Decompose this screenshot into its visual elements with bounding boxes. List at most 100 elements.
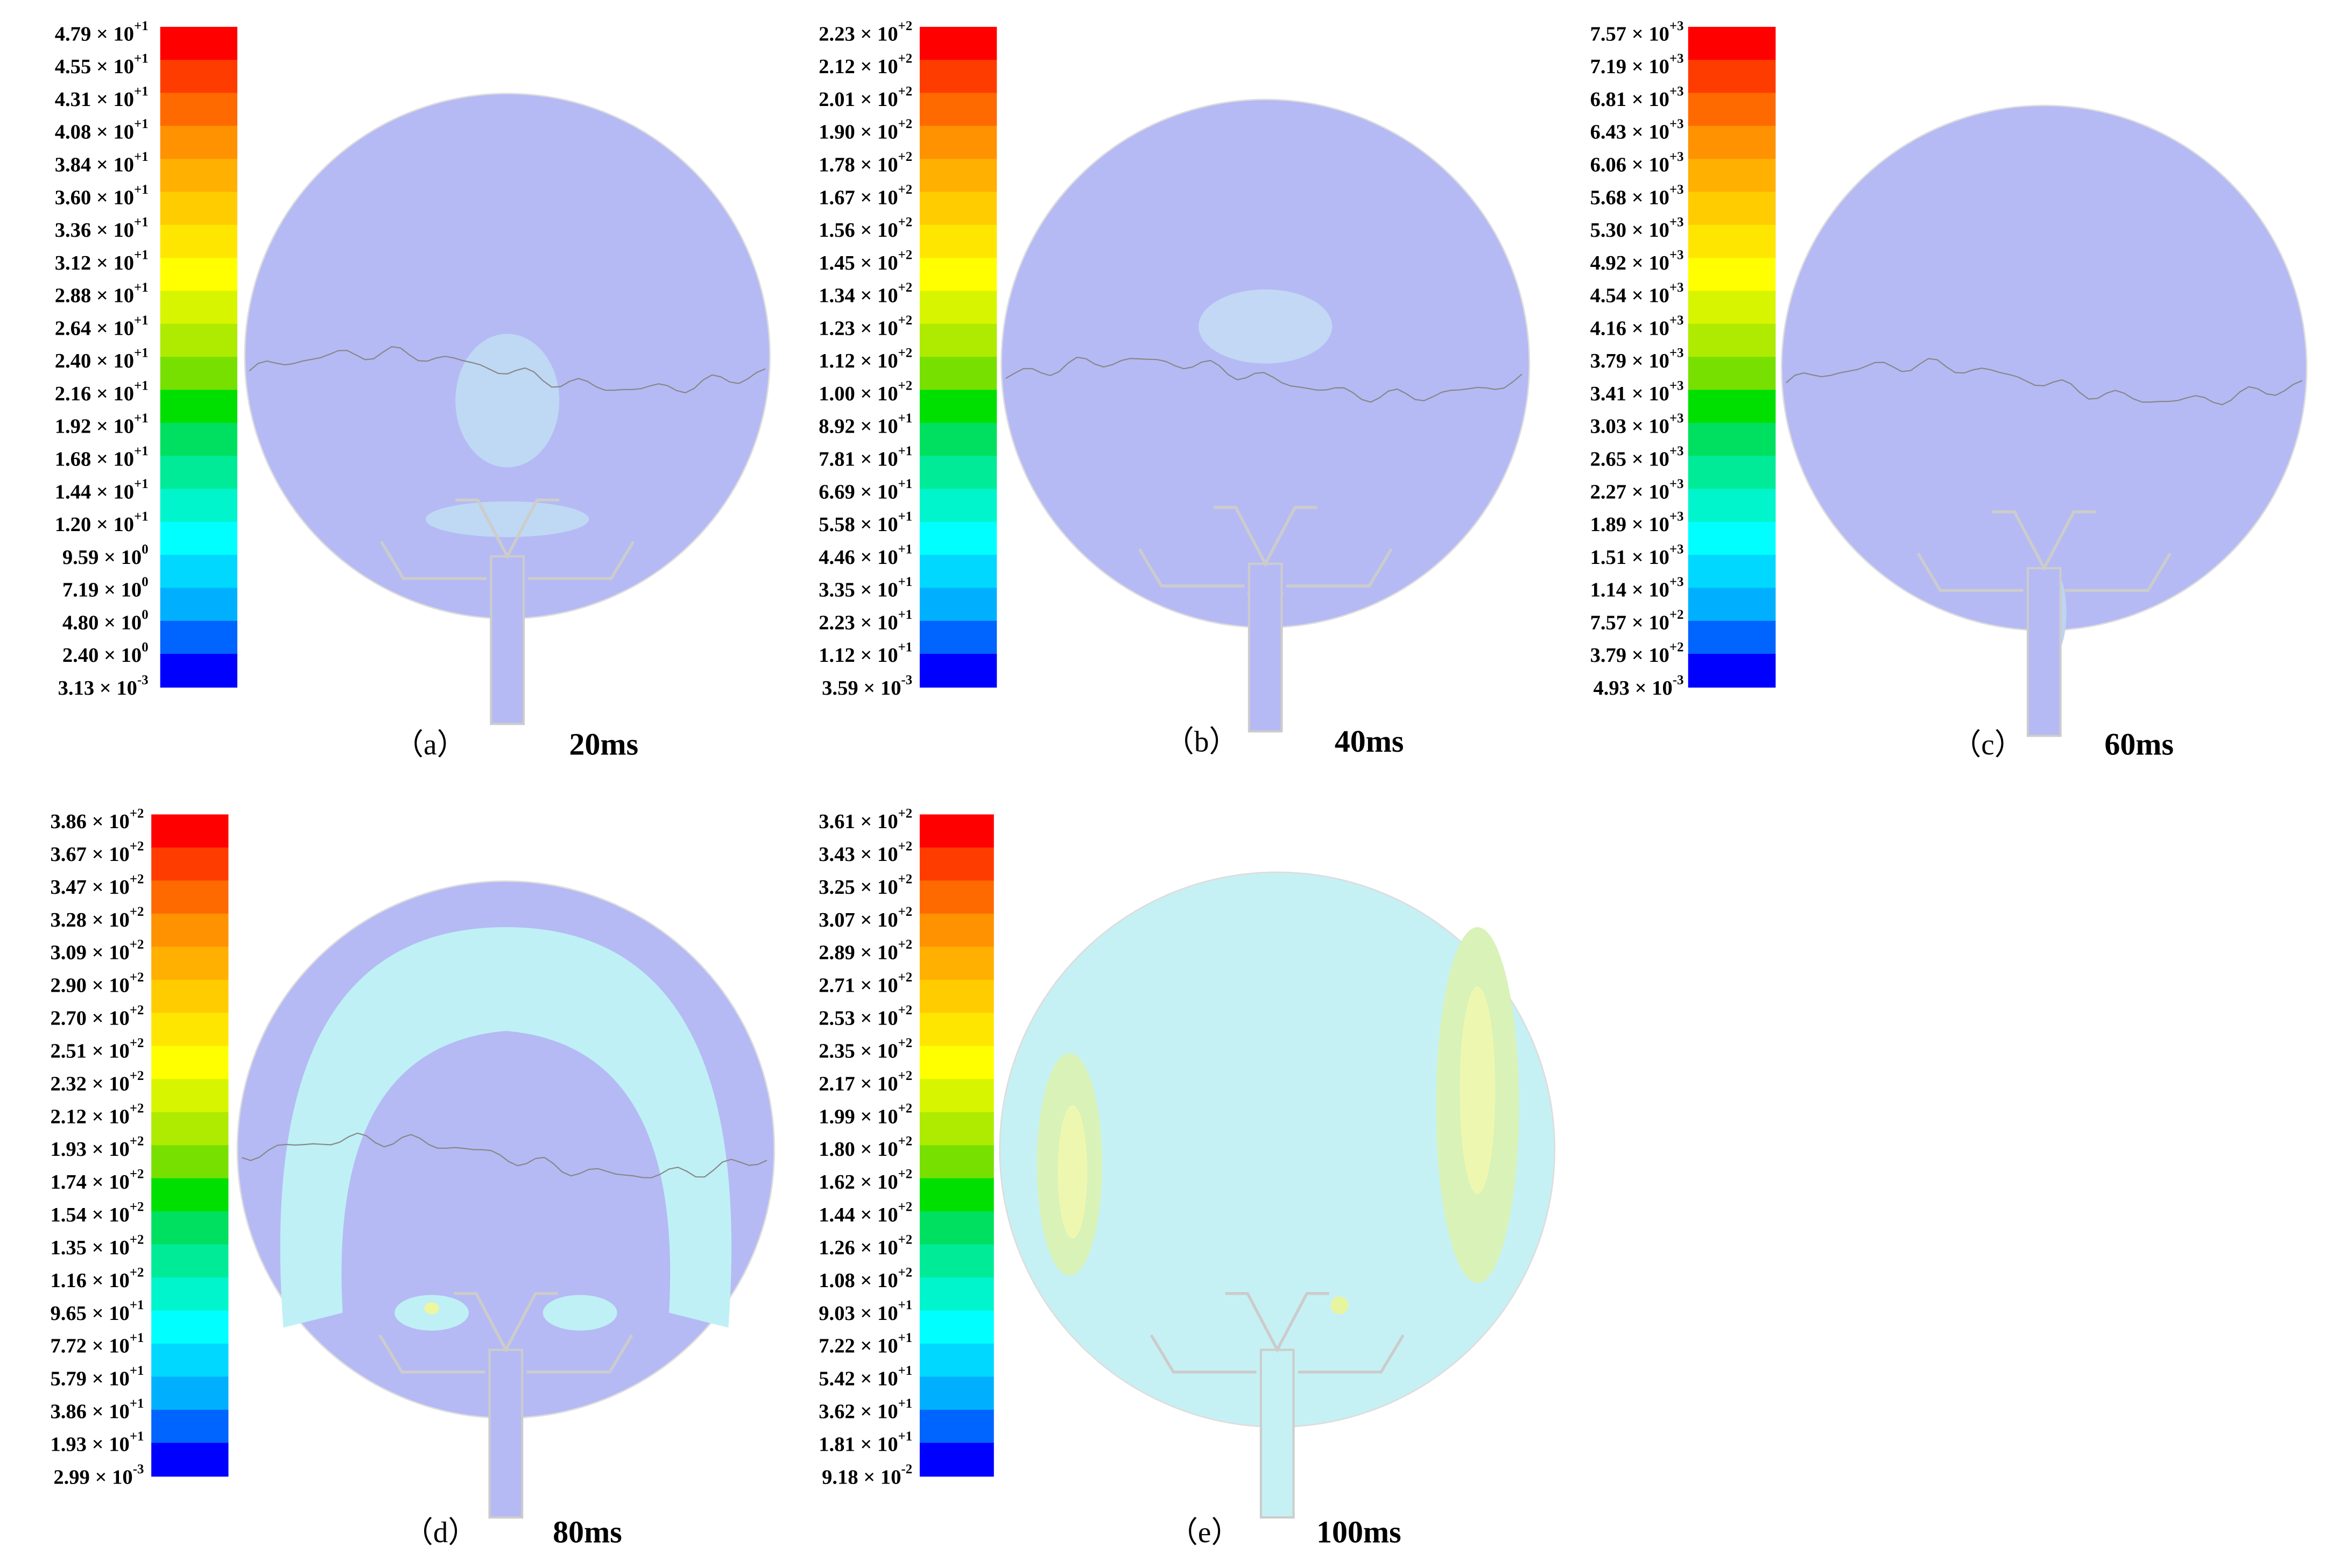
colorbar-band (919, 555, 997, 589)
label-exponent: +1 (134, 411, 149, 426)
colorbar-band (1688, 291, 1776, 325)
label-exponent: +2 (130, 872, 144, 886)
label-exponent: +3 (1669, 575, 1684, 589)
colorbar-label: 3.03 × 10+3 (1590, 411, 1684, 438)
label-exponent: +3 (1669, 182, 1684, 196)
pipe (1247, 562, 1283, 733)
deflector (526, 1334, 633, 1374)
colorbar-label: 1.23 × 10+2 (819, 313, 912, 340)
colorbar-band (919, 1211, 994, 1245)
label-base: 4.54 × 10 (1590, 284, 1669, 307)
label-base: 6.81 × 10 (1590, 88, 1669, 111)
label-exponent: +1 (130, 1396, 144, 1411)
colorbar-label: 3.67 × 10+2 (50, 839, 144, 866)
label-exponent: +1 (898, 640, 913, 654)
label-base: 1.35 × 10 (50, 1237, 129, 1259)
label-base: 1.99 × 10 (819, 1105, 898, 1128)
label-exponent: +3 (1669, 248, 1684, 262)
colorbar-band (919, 1046, 994, 1080)
label-base: 4.55 × 10 (55, 55, 134, 78)
label-base: 2.70 × 10 (50, 1007, 129, 1029)
label-exponent: +2 (898, 150, 913, 164)
label-exponent: +2 (898, 378, 913, 393)
colorbar-band (1688, 224, 1776, 259)
colorbar-label: 2.23 × 10+1 (819, 608, 912, 634)
label-exponent: +3 (1669, 51, 1684, 66)
label-exponent: +2 (898, 1265, 913, 1280)
pipe (2026, 567, 2062, 737)
colorbar-band (919, 323, 997, 358)
label-base: 1.44 × 10 (819, 1204, 898, 1226)
colorbar-label: 1.08 × 10+2 (819, 1265, 912, 1292)
label-base: 1.23 × 10 (819, 317, 898, 340)
label-exponent: +1 (134, 476, 149, 491)
colorbar-label: 2.89 × 10+2 (819, 937, 912, 964)
colorbar-band (1688, 456, 1776, 490)
colorbar-band (1688, 60, 1776, 94)
label-base: 2.17 × 10 (819, 1072, 898, 1095)
colorbar-label: 2.51 × 10+2 (50, 1036, 144, 1063)
label-exponent: +2 (130, 937, 144, 952)
label-exponent: +1 (134, 19, 149, 33)
label-exponent: +1 (134, 215, 149, 229)
label-base: 9.18 × 10 (822, 1466, 901, 1488)
label-base: 5.68 × 10 (1590, 186, 1669, 209)
label-exponent: +1 (134, 117, 149, 131)
label-exponent: +2 (130, 970, 144, 985)
colorbar-label: 1.78 × 10+2 (819, 150, 912, 176)
colorbar-label: 3.60 × 10+1 (55, 182, 149, 209)
label-base: 3.60 × 10 (55, 186, 134, 209)
label-exponent: +2 (898, 1134, 913, 1148)
label-base: 9.65 × 10 (50, 1302, 129, 1325)
colorbar-label: 2.53 × 10+2 (819, 1003, 912, 1030)
label-exponent: +3 (1669, 215, 1684, 229)
colorbar-band (919, 620, 997, 655)
label-base: 6.69 × 10 (819, 481, 898, 503)
panel-time: 80ms (553, 1514, 622, 1549)
contour-blob (1330, 1296, 1349, 1315)
colorbar-label: 6.81 × 10+3 (1590, 84, 1684, 111)
label-exponent: -3 (901, 673, 913, 687)
label-base: 9.59 × 10 (62, 546, 142, 569)
colorbar-band (1688, 422, 1776, 457)
label-base: 3.09 × 10 (50, 942, 129, 964)
colorbar-band (1688, 159, 1776, 193)
deflector (1916, 552, 2024, 592)
colorbar-band (151, 847, 229, 881)
label-exponent: +1 (134, 150, 149, 164)
colorbar-band (151, 1244, 229, 1279)
label-base: 4.46 × 10 (819, 546, 898, 569)
colorbar-label: 3.79 × 10+3 (1590, 345, 1684, 372)
label-base: 3.03 × 10 (1590, 415, 1669, 438)
colorbar-label: 4.31 × 10+1 (55, 84, 149, 111)
label-exponent: +2 (1669, 608, 1684, 622)
label-base: 2.23 × 10 (819, 23, 898, 45)
label-exponent: +1 (898, 1331, 913, 1345)
label-exponent: +2 (130, 1265, 144, 1280)
label-base: 1.68 × 10 (55, 448, 134, 470)
panel-caption: （c） (1951, 728, 2024, 761)
interface-line (241, 1132, 767, 1178)
contour-blob (1199, 289, 1333, 364)
panel: 4.79 × 10+14.55 × 10+14.31 × 10+14.08 × … (55, 19, 771, 762)
colorbar-band (151, 1013, 229, 1047)
colorbar-band (151, 1277, 229, 1311)
colorbar-label: 1.68 × 10+1 (55, 444, 149, 471)
label-exponent: +2 (130, 1134, 144, 1148)
contour-blob (455, 334, 560, 468)
label-exponent: +2 (898, 1036, 913, 1050)
label-base: 7.81 × 10 (819, 448, 898, 470)
label-base: 3.59 × 10 (822, 677, 901, 700)
colorbar-label: 1.92 × 10+1 (55, 411, 149, 438)
colorbar-label: 6.43 × 10+3 (1590, 117, 1684, 144)
colorbar-label: 1.44 × 10+2 (819, 1199, 912, 1226)
label-base: 1.00 × 10 (819, 383, 898, 405)
label-base: 1.93 × 10 (50, 1433, 129, 1456)
label-base: 1.08 × 10 (819, 1269, 898, 1292)
colorbar-band (919, 192, 997, 226)
label-exponent: +2 (130, 1101, 144, 1115)
panel-time: 40ms (1335, 724, 1404, 759)
label-base: 3.86 × 10 (50, 810, 129, 833)
label-exponent: +1 (898, 411, 913, 426)
